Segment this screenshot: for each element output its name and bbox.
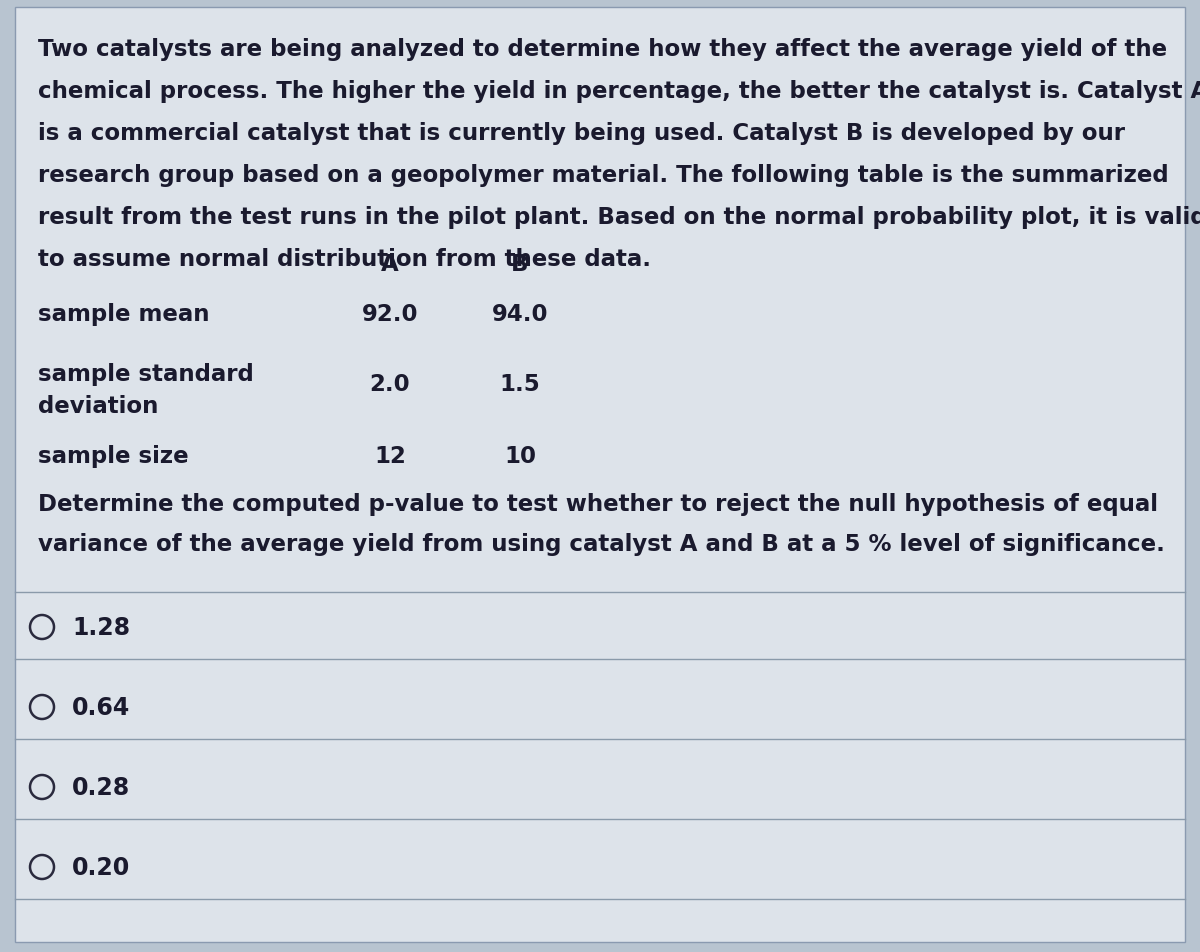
Text: sample mean: sample mean — [38, 303, 210, 326]
Text: 92.0: 92.0 — [361, 303, 419, 326]
Text: 0.64: 0.64 — [72, 695, 131, 720]
Text: variance of the average yield from using catalyst A and B at a 5 % level of sign: variance of the average yield from using… — [38, 532, 1165, 555]
Text: 94.0: 94.0 — [492, 303, 548, 326]
Text: 2.0: 2.0 — [370, 372, 410, 396]
Text: to assume normal distribution from these data.: to assume normal distribution from these… — [38, 248, 650, 270]
Text: chemical process. The higher the yield in percentage, the better the catalyst is: chemical process. The higher the yield i… — [38, 80, 1200, 103]
Text: A: A — [382, 252, 398, 276]
Text: 12: 12 — [374, 445, 406, 467]
Text: Determine the computed p-value to test whether to reject the null hypothesis of : Determine the computed p-value to test w… — [38, 492, 1158, 515]
Text: result from the test runs in the pilot plant. Based on the normal probability pl: result from the test runs in the pilot p… — [38, 206, 1200, 228]
Text: Two catalysts are being analyzed to determine how they affect the average yield : Two catalysts are being analyzed to dete… — [38, 38, 1168, 61]
Text: B: B — [511, 252, 529, 276]
Text: 1.28: 1.28 — [72, 615, 130, 640]
Text: sample size: sample size — [38, 445, 188, 467]
Text: research group based on a geopolymer material. The following table is the summar: research group based on a geopolymer mat… — [38, 164, 1169, 187]
FancyBboxPatch shape — [14, 8, 1186, 942]
Text: 0.28: 0.28 — [72, 775, 131, 799]
Text: 1.5: 1.5 — [499, 372, 540, 396]
Text: 0.20: 0.20 — [72, 855, 131, 879]
Text: deviation: deviation — [38, 394, 158, 418]
Text: is a commercial catalyst that is currently being used. Catalyst B is developed b: is a commercial catalyst that is current… — [38, 122, 1126, 145]
Text: sample standard: sample standard — [38, 363, 253, 386]
Text: 10: 10 — [504, 445, 536, 467]
